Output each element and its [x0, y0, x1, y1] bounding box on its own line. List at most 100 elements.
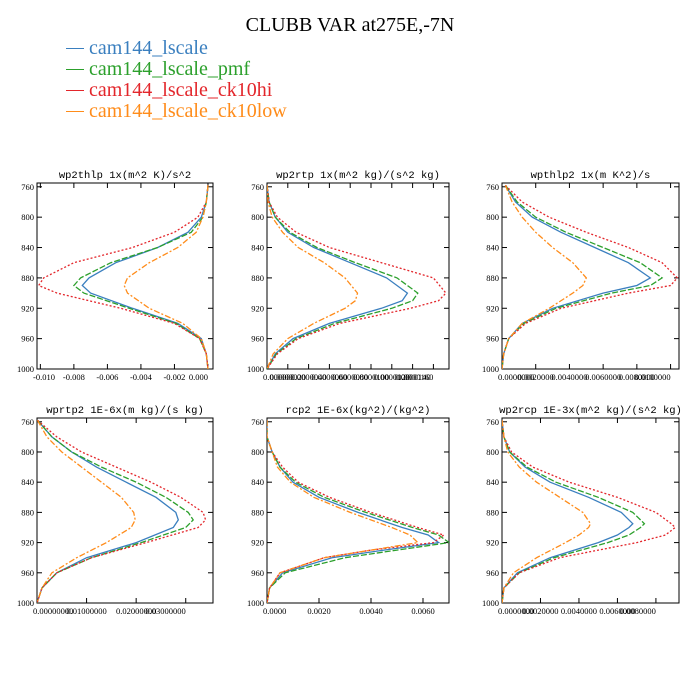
legend-swatch [66, 111, 84, 112]
plot-frame [266, 417, 450, 604]
panel-wp2rcp: wp2rcp 1E-3x(m^2 kg)/(s^2 kg)760 800 840 88… [482, 405, 682, 616]
series-line-cam144-lscale-ck10low [502, 185, 588, 369]
figure-title: CLUBB VAR at275E,-7N [245, 14, 455, 36]
x-tick-label: 0.0000000 [498, 606, 534, 616]
x-tick-label: 0.0040000 [561, 606, 597, 616]
y-tick-label: 760 [251, 417, 264, 427]
x-tick-label: 0.0040000 [551, 372, 587, 382]
x-tick-label: 0.0000140 [395, 372, 431, 382]
y-tick-label: 1000 [17, 364, 34, 374]
x-tick-label: 0.0060 [411, 606, 434, 616]
panel-rcp2: rcp2 1E-6x(kg^2)/(kg^2) 760 800 840 880 920 96… [247, 405, 450, 616]
x-tick-label: -0.008 [63, 372, 85, 382]
y-tick-label: 800 [21, 447, 34, 457]
series-line-cam144-lscale-ck10low [502, 420, 592, 603]
y-tick-label: 920 [21, 538, 34, 548]
y-tick-label: 880 [251, 507, 264, 517]
y-tick-label: 840 [251, 477, 264, 487]
y-tick-label: 840 [21, 243, 34, 253]
legend-swatch [66, 90, 84, 91]
x-tick-label: 0.03000000 [145, 606, 185, 616]
legend-label: cam144_lscale_ck10low [89, 100, 287, 122]
x-tick-label: 0.0020000 [518, 372, 554, 382]
y-tick-label: 960 [251, 334, 264, 344]
series-line-cam144-lscale-ck10hi [502, 420, 677, 603]
y-tick-label: 880 [251, 273, 264, 283]
x-tick-label: 0.0000060 [311, 372, 347, 382]
y-tick-label: 840 [21, 477, 34, 487]
panel-title: wp2rcp 1E-3x(m^2 kg)/(s^2 kg) [499, 405, 682, 417]
y-tick-label: 960 [251, 568, 264, 578]
y-tick-label: 880 [486, 273, 499, 283]
x-tick-label: 0.0080000 [620, 606, 656, 616]
series-line-cam144-lscale [81, 185, 209, 369]
y-tick-label: 880 [21, 507, 34, 517]
plot-frame [36, 417, 214, 604]
series-line-cam144-lscale-ck10low [37, 419, 136, 603]
y-tick-label: 800 [486, 447, 499, 457]
series-line-cam144-lscale-pmf [502, 420, 646, 603]
panel-title: wp2thlp 1x(m^2 K)/s^2 [59, 170, 191, 182]
panel-title: wprtp2 1E-6x(m kg)/(s kg) [46, 405, 204, 417]
y-tick-label: 1000 [17, 598, 34, 608]
x-tick-label: 0.00000000 [33, 606, 73, 616]
plot-frame [36, 182, 214, 370]
y-tick-label: 840 [251, 243, 264, 253]
legend-swatch [66, 69, 84, 70]
series-line-cam144-lscale-ck10hi [267, 185, 447, 369]
y-tick-label: 840 [486, 477, 499, 487]
series-line-cam144-lscale-pmf [267, 420, 449, 603]
series-line-cam144-lscale-ck10hi [37, 185, 209, 369]
x-tick-label: -0.002 [163, 372, 185, 382]
legend-label: cam144_lscale_ck10hi [89, 79, 273, 101]
x-tick-label: 0.0060000 [585, 372, 621, 382]
x-tick-label: 0.0000160 [397, 372, 433, 382]
panel-wp2thlp: wp2thlp 1x(m^2 K)/s^2 760 800 840 880 920 960 1… [17, 170, 214, 382]
series-line-cam144-lscale [502, 420, 634, 603]
y-tick-label: 960 [486, 568, 499, 578]
y-tick-label: 960 [21, 568, 34, 578]
y-tick-label: 920 [21, 303, 34, 313]
y-tick-label: 920 [251, 303, 264, 313]
y-tick-label: 1000 [247, 598, 264, 608]
panel-wp2rtp: wp2rtp 1x(m^2 kg)/(s^2 kg) 760 800 840 880 92… [247, 170, 450, 382]
y-tick-label: 760 [486, 182, 499, 192]
x-tick-label: 0.0020000 [522, 606, 558, 616]
y-tick-label: 1000 [482, 598, 499, 608]
plot-frame [501, 417, 680, 604]
y-tick-label: 800 [251, 212, 264, 222]
y-tick-label: 960 [21, 334, 34, 344]
x-tick-label: 0.0000100 [353, 372, 389, 382]
x-tick-label: 0.0020 [307, 606, 330, 616]
panel-wprtp2: wprtp2 1E-6x(m kg)/(s kg) 760 800 840 880 920… [17, 405, 214, 616]
x-tick-label: 0.02000000 [116, 606, 156, 616]
series-line-cam144-lscale [502, 184, 652, 369]
series-line-cam144-lscale [267, 185, 409, 369]
x-tick-label: 0.000 [189, 372, 208, 382]
y-tick-label: 760 [21, 182, 34, 192]
series-line-cam144-lscale-ck10hi [267, 420, 446, 603]
y-tick-label: 920 [251, 538, 264, 548]
panel-title: rcp2 1E-6x(kg^2)/(kg^2) [286, 405, 431, 417]
y-tick-label: 760 [21, 417, 34, 427]
series-line-cam144-lscale-ck10hi [37, 419, 207, 603]
y-tick-label: 760 [251, 182, 264, 192]
x-tick-label: 0.0000120 [374, 372, 410, 382]
x-tick-label: 0.0000080 [332, 372, 368, 382]
panel-title: wpthlp2 1x(m K^2)/s [531, 170, 651, 182]
legend-swatch [66, 48, 84, 49]
x-tick-label: 0.0040 [359, 606, 382, 616]
series-line-cam144-lscale-ck10low [267, 420, 420, 603]
x-tick-label: 0.0060000 [599, 606, 635, 616]
y-tick-label: 800 [251, 447, 264, 457]
y-tick-label: 800 [486, 212, 499, 222]
panel-title: wp2rtp 1x(m^2 kg)/(s^2 kg) [276, 170, 440, 182]
y-tick-label: 1000 [482, 364, 499, 374]
x-tick-label: 0.0000 [263, 606, 286, 616]
y-tick-label: 880 [486, 507, 499, 517]
plot-frame [266, 182, 450, 370]
y-tick-label: 1000 [247, 364, 264, 374]
y-tick-label: 960 [486, 334, 499, 344]
